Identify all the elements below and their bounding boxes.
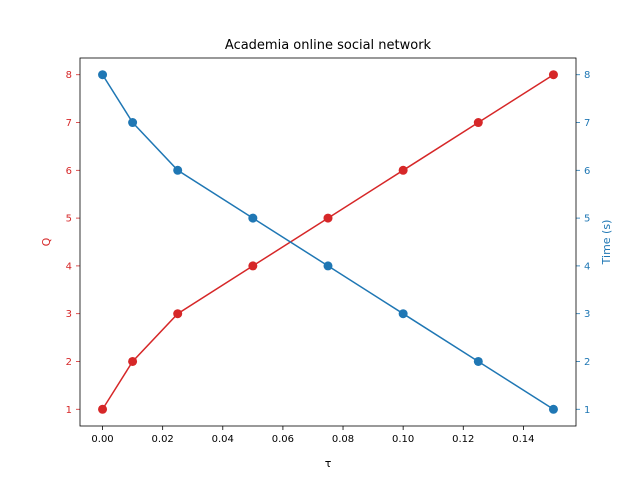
y-right-tick-label: 5 (584, 214, 590, 225)
series-2-point (173, 165, 183, 175)
x-tick-label: 0.06 (272, 434, 294, 445)
y-right-tick-label: 1 (584, 405, 590, 416)
y-right-tick-label: 7 (584, 118, 590, 129)
y-left-tick-label: 6 (66, 166, 72, 177)
series-2-point (248, 213, 258, 223)
y-right-tick-label: 2 (584, 357, 590, 368)
plot-frame (79, 57, 577, 427)
series-2-point (128, 118, 138, 128)
series-1-point (128, 356, 138, 366)
y-left-tick-label: 3 (66, 309, 72, 320)
y-right-tick-label: 8 (584, 70, 590, 81)
series-1-point (173, 309, 183, 319)
y-axis-right-label: Time (s) (600, 220, 613, 266)
series-1-point (323, 213, 333, 223)
x-tick-label: 0.12 (452, 434, 474, 445)
series-1-point (473, 118, 483, 128)
x-tick-label: 0.04 (212, 434, 234, 445)
series-1-point (548, 70, 558, 80)
x-tick-label: 0.14 (512, 434, 534, 445)
x-tick-label: 0.08 (332, 434, 354, 445)
y-left-tick-label: 7 (66, 118, 72, 129)
chart-title: Academia online social network (225, 38, 432, 53)
y-left-tick-label: 8 (66, 70, 72, 81)
series-2-point (323, 261, 333, 271)
series-2-line (101, 74, 554, 410)
series-1-point (248, 261, 258, 271)
x-tick-label: 0.10 (392, 434, 414, 445)
series-2-point (98, 70, 108, 80)
series-2-point (398, 309, 408, 319)
y-left-tick-label: 1 (66, 405, 72, 416)
x-tick-label: 0.02 (152, 434, 174, 445)
y-right-tick-label: 3 (584, 309, 590, 320)
y-axis-left-label: Q (40, 237, 53, 246)
y-left-tick-label: 4 (66, 261, 72, 272)
x-axis-label: τ (325, 457, 332, 470)
series-2-point (473, 356, 483, 366)
series-1-point (98, 404, 108, 414)
y-right-tick-label: 4 (584, 261, 590, 272)
y-right-tick-label: 6 (584, 166, 590, 177)
series-2-point (548, 404, 558, 414)
y-left-tick-label: 2 (66, 357, 72, 368)
y-left-tick-label: 5 (66, 214, 72, 225)
x-tick-label: 0.00 (91, 434, 113, 445)
series-1-point (398, 165, 408, 175)
plot-area: 0.00 0.02 0.04 0.06 0.08 0.10 0.12 0.14 1 2 3 4 5 6 7 8… (66, 57, 590, 445)
